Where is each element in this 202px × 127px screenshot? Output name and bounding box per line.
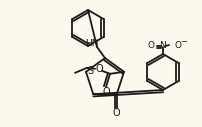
Text: O: O [95, 64, 103, 74]
Text: O: O [113, 108, 121, 118]
Text: −: − [181, 37, 187, 46]
Text: O: O [147, 42, 155, 51]
Text: N: N [160, 42, 166, 51]
Text: O: O [175, 41, 182, 50]
Text: HN: HN [85, 39, 99, 49]
Text: O: O [102, 87, 110, 97]
Text: S: S [87, 66, 93, 76]
